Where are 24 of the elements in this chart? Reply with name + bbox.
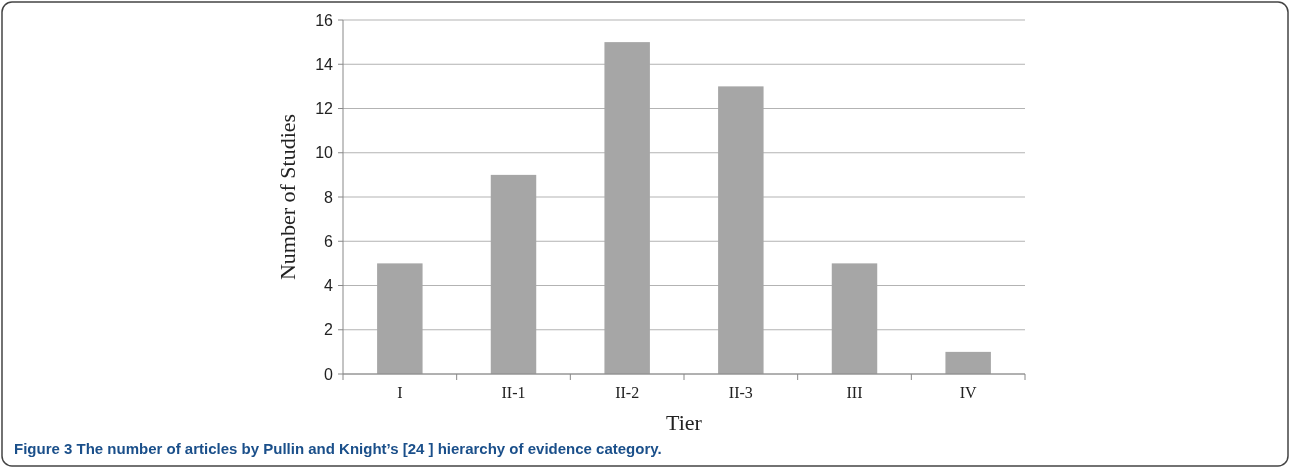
bar — [831, 263, 878, 374]
x-tick-label: I — [397, 384, 403, 401]
y-tick-label: 4 — [324, 277, 334, 295]
y-tick-label: 0 — [324, 365, 334, 383]
x-tick-label: III — [846, 384, 863, 401]
bar — [377, 263, 423, 374]
y-tick-label: 2 — [324, 321, 334, 339]
y-axis-title: Number of Studies — [275, 113, 300, 281]
bar — [945, 351, 991, 374]
x-tick-label: IV — [959, 384, 978, 401]
bar — [604, 42, 650, 374]
x-tick-label: II-1 — [501, 384, 526, 401]
bar — [718, 86, 764, 374]
caption: Figure 3 The number of articles by Pullin and Knight’s [24 ] hierarchy of evidence category. — [14, 440, 662, 457]
y-tick-label: 6 — [324, 232, 334, 250]
y-tick-label: 16 — [315, 11, 334, 29]
y-tick-label: 10 — [315, 144, 334, 162]
y-tick-label: 8 — [324, 188, 334, 206]
x-axis-title: Tier — [666, 410, 703, 435]
y-tick-label: 14 — [315, 55, 334, 73]
bar — [490, 174, 537, 374]
y-tick-label: 12 — [315, 100, 334, 118]
x-tick-label: II-2 — [615, 384, 640, 401]
x-tick-label: II-3 — [728, 384, 753, 401]
